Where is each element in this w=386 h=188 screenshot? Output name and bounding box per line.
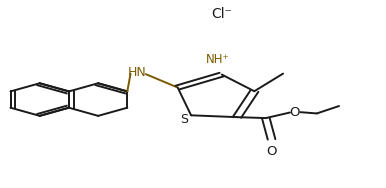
- Text: Cl⁻: Cl⁻: [211, 7, 232, 21]
- Text: O: O: [290, 106, 300, 119]
- Text: NH⁺: NH⁺: [206, 53, 230, 66]
- Text: O: O: [266, 145, 277, 158]
- Text: S: S: [180, 112, 188, 126]
- Text: HN: HN: [128, 66, 147, 79]
